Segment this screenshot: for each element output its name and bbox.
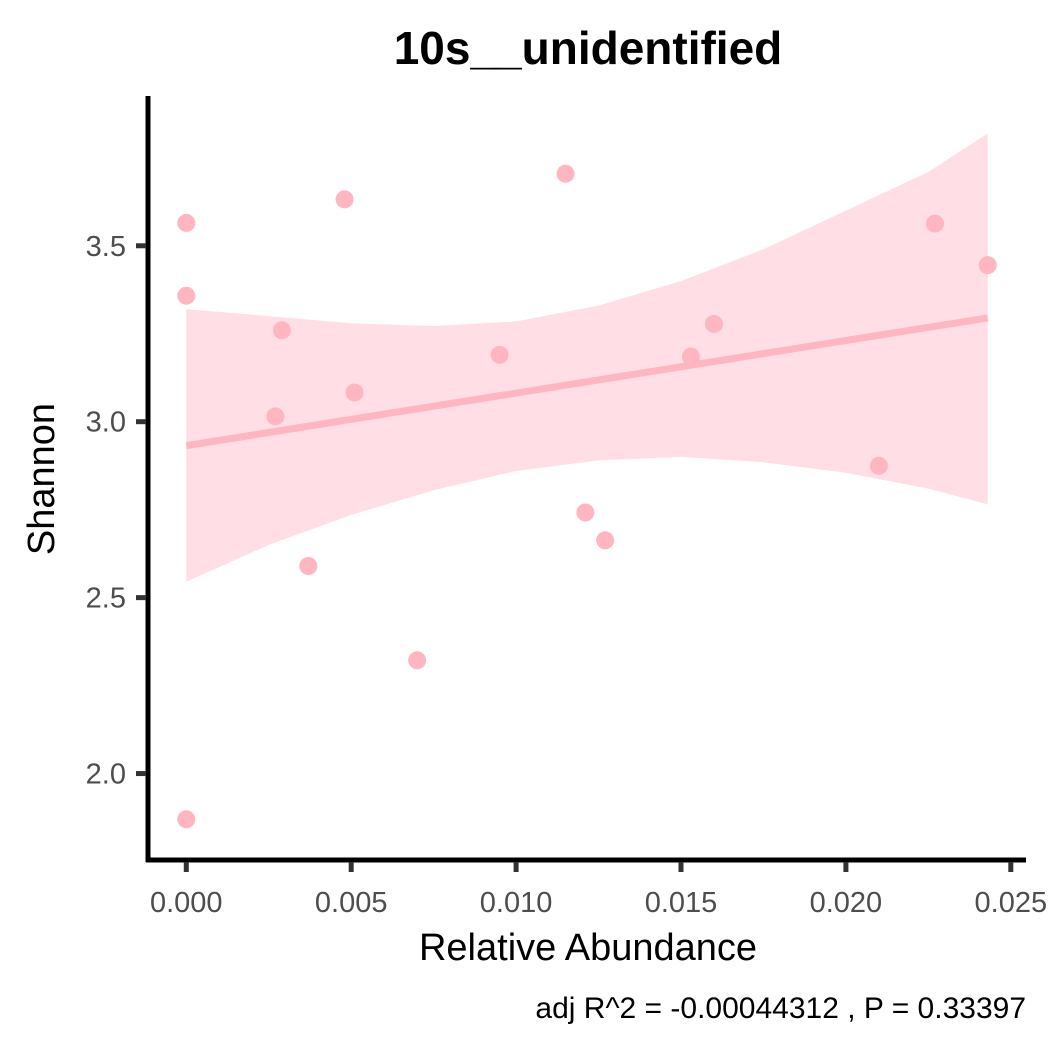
axes-layer [145, 96, 1026, 863]
x-tick-label: 0.005 [315, 887, 388, 919]
x-tick-label: 0.020 [810, 887, 883, 919]
data-point [490, 345, 509, 364]
x-axis-label: Relative Abundance [419, 927, 757, 969]
data-point [266, 407, 285, 426]
x-tick-label: 0.000 [150, 887, 223, 919]
data-point [556, 164, 575, 183]
data-point [978, 256, 997, 275]
y-tick-label: 3.0 [86, 407, 126, 439]
data-point [177, 286, 196, 305]
data-point [869, 456, 888, 475]
data-point [335, 190, 354, 209]
y-tick-label: 2.5 [86, 583, 126, 615]
data-point [299, 556, 318, 575]
x-tick-label: 0.025 [975, 887, 1048, 919]
points-layer [177, 164, 997, 829]
data-point [272, 321, 291, 340]
x-ticks-layer: 0.000 0.005 0.010 0.015 0.020 0.025 [150, 862, 1047, 919]
y-tick-label: 3.5 [86, 231, 126, 263]
y-axis-label: Shannon [21, 403, 63, 555]
fit-line-layer [185, 314, 989, 450]
y-ticks-layer: 2.0 2.5 3.0 3.5 [86, 231, 146, 791]
x-tick-label: 0.010 [480, 887, 553, 919]
data-point [576, 503, 595, 522]
data-point [925, 214, 944, 233]
confidence-band [186, 133, 988, 582]
regression-caption: adj R^2 = -0.00044312 , P = 0.33397 [535, 992, 1026, 1025]
data-point [704, 314, 723, 333]
regression-line [185, 314, 989, 450]
data-point [408, 651, 427, 670]
chart-title: 10s__unidentified [394, 22, 783, 74]
confidence-band-layer [186, 133, 988, 582]
data-point [596, 531, 615, 550]
y-tick-label: 2.0 [86, 759, 126, 791]
x-tick-label: 0.015 [645, 887, 718, 919]
data-point [681, 347, 700, 366]
data-point [177, 213, 196, 232]
data-point [177, 810, 196, 829]
data-point [345, 383, 364, 402]
